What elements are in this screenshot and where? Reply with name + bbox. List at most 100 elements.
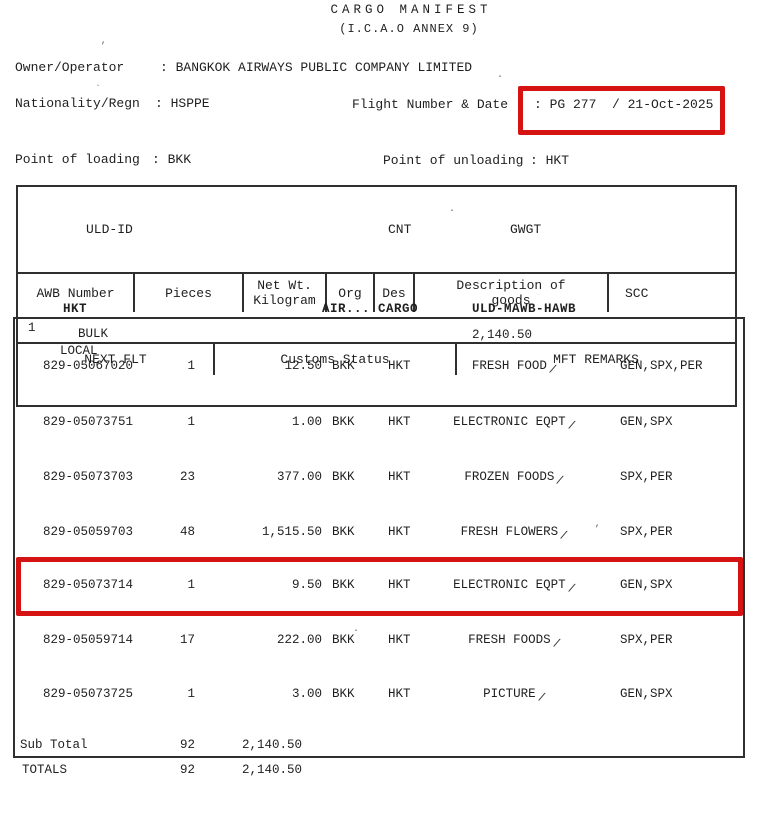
destination-caption: HKT xyxy=(63,302,88,316)
scc-cell: SPX,PER xyxy=(620,633,673,647)
uld-mawb-hawb-caption: ULD-MAWB-HAWB xyxy=(472,302,577,316)
scc-cell: SPX,PER xyxy=(620,470,673,484)
sub-total-pieces: 92 xyxy=(179,738,195,752)
net-weight-cell: 377.00 xyxy=(276,470,322,484)
net-weight-cell: 9.50 xyxy=(291,578,322,592)
destination-cell: HKT xyxy=(388,470,411,484)
pieces-cell: 17 xyxy=(179,633,195,647)
mft-remarks-header: MFT REMARKS xyxy=(455,344,735,375)
scan-artifact: ’ xyxy=(594,525,601,536)
origin-cell: BKK xyxy=(332,359,355,373)
page-title: CARGO MANIFEST xyxy=(330,3,492,17)
table-row: 829-05059714 17 222.00 BKK HKT FRESH FOO… xyxy=(13,633,745,652)
description-cell: FRESH FOOD/ xyxy=(471,359,558,378)
destination-cell: HKT xyxy=(388,687,411,701)
origin-cell: BKK xyxy=(332,470,355,484)
scan-artifact: ` xyxy=(95,85,102,96)
destination-cell: HKT xyxy=(388,359,411,373)
owner-operator-value: : BANGKOK AIRWAYS PUBLIC COMPANY LIMITED xyxy=(160,60,473,75)
totals-pieces: 92 xyxy=(179,763,195,777)
column-header-table: ULD-ID CNT GWGT AWB Number Pieces Net Wt… xyxy=(16,185,737,407)
next-flt-header: NEXT FLT xyxy=(84,352,147,367)
org-header: Org xyxy=(325,274,373,312)
description-cell: FRESH FOODS/ xyxy=(468,633,562,652)
gwgt-header: GWGT xyxy=(510,222,542,237)
scc-cell: GEN,SPX xyxy=(620,687,673,701)
local-label: LOCAL xyxy=(60,344,98,358)
pieces-cell: 1 xyxy=(187,687,195,701)
table-row: 829-05073703 23 377.00 BKK HKT FROZEN FO… xyxy=(13,470,745,489)
pieces-cell: 1 xyxy=(187,415,195,429)
table-row: 829-05059703 48 1,515.50 BKK HKT FRESH F… xyxy=(13,525,745,544)
origin-cell: BKK xyxy=(332,525,355,539)
totals-weight: 2,140.50 xyxy=(241,763,302,777)
flight-number-label: Flight Number & Date xyxy=(352,97,509,112)
awb-number-cell: 829-05067020 xyxy=(43,359,134,373)
scan-artifact: · xyxy=(449,206,456,217)
table-row: 829-05073725 1 3.00 BKK HKT PICTURE/ GEN… xyxy=(13,687,745,706)
description-cell: FROZEN FOODS/ xyxy=(464,470,565,489)
sub-total-weight: 2,140.50 xyxy=(241,738,302,752)
scan-artifact: · xyxy=(497,72,504,83)
description-cell: FRESH FLOWERS/ xyxy=(460,525,569,544)
point-of-unloading-value: : HKT xyxy=(530,153,570,168)
air-cargo-caption: AIR... CARGO xyxy=(322,302,419,316)
awb-number-cell: 829-05059714 xyxy=(43,633,134,647)
destination-cell: HKT xyxy=(388,578,411,592)
scc-cell: SPX,PER xyxy=(620,525,673,539)
point-of-loading-value: : BKK xyxy=(152,152,192,167)
net-weight-cell: 1,515.50 xyxy=(261,525,322,539)
table-row: 829-05073751 1 1.00 BKK HKT ELECTRONIC E… xyxy=(13,415,745,434)
flight-number-value: : PG 277 / 21-Oct-2025 xyxy=(534,97,714,112)
sub-total-label: Sub Total xyxy=(20,738,88,752)
uld-gross-weight: 2,140.50 xyxy=(472,328,533,342)
awb-number-cell: 829-05059703 xyxy=(43,525,134,539)
scan-artifact: · xyxy=(353,626,360,637)
uld-id-header: ULD-ID xyxy=(86,222,133,237)
description-cell: ELECTRONIC EQPT/ xyxy=(453,415,577,434)
owner-operator-label: Owner/Operator xyxy=(15,60,125,75)
column-header-row: AWB Number Pieces Net Wt. Kilogram Org D… xyxy=(18,272,735,312)
table-row: 829-05067020 1 12.50 BKK HKT FRESH FOOD/… xyxy=(13,359,745,378)
awb-number-header: AWB Number xyxy=(36,285,115,301)
scc-cell: GEN,SPX xyxy=(620,578,673,592)
destination-cell: HKT xyxy=(388,525,411,539)
net-weight-cell: 12.50 xyxy=(284,359,322,373)
point-of-loading-label: Point of loading xyxy=(15,152,140,167)
page-subtitle: (I.C.A.O ANNEX 9) xyxy=(339,22,479,36)
point-of-unloading-label: Point of unloading xyxy=(383,153,524,168)
description-cell: PICTURE/ xyxy=(483,687,547,706)
totals-label: TOTALS xyxy=(22,763,68,777)
description-cell: ELECTRONIC EQPT/ xyxy=(453,578,577,597)
des-header: Des xyxy=(373,274,413,312)
pieces-cell: 23 xyxy=(179,470,195,484)
origin-cell: BKK xyxy=(332,633,355,647)
net-weight-cell: 1.00 xyxy=(291,415,322,429)
pieces-cell: 1 xyxy=(187,578,195,592)
scc-cell: GEN,SPX xyxy=(620,415,673,429)
origin-cell: BKK xyxy=(332,687,355,701)
origin-cell: BKK xyxy=(332,578,355,592)
awb-number-cell: 829-05073703 xyxy=(43,470,134,484)
origin-cell: BKK xyxy=(332,415,355,429)
nationality-value: : HSPPE xyxy=(155,96,210,111)
customs-status-header: Customs Status xyxy=(213,344,455,375)
pieces-cell: 48 xyxy=(179,525,195,539)
uld-type: BULK xyxy=(78,327,109,341)
scan-artifact: ’ xyxy=(100,42,107,53)
awb-number-cell: 829-05073714 xyxy=(43,578,134,592)
pieces-header: Pieces xyxy=(133,274,242,312)
nationality-label: Nationality/Regn xyxy=(15,96,140,111)
description-header: Description of goods xyxy=(413,274,607,312)
manifest-body-box xyxy=(13,317,745,758)
scc-header: SCC xyxy=(607,274,735,312)
table-row-highlighted: 829-05073714 1 9.50 BKK HKT ELECTRONIC E… xyxy=(13,578,745,597)
net-weight-cell: 222.00 xyxy=(276,633,322,647)
flight-highlight-box xyxy=(518,86,725,135)
net-weight-header: Net Wt. Kilogram xyxy=(242,274,325,312)
destination-cell: HKT xyxy=(388,633,411,647)
line-number: 1 xyxy=(28,321,36,335)
awb-number-cell: 829-05073725 xyxy=(43,687,134,701)
scc-cell: GEN,SPX,PER xyxy=(620,359,703,373)
